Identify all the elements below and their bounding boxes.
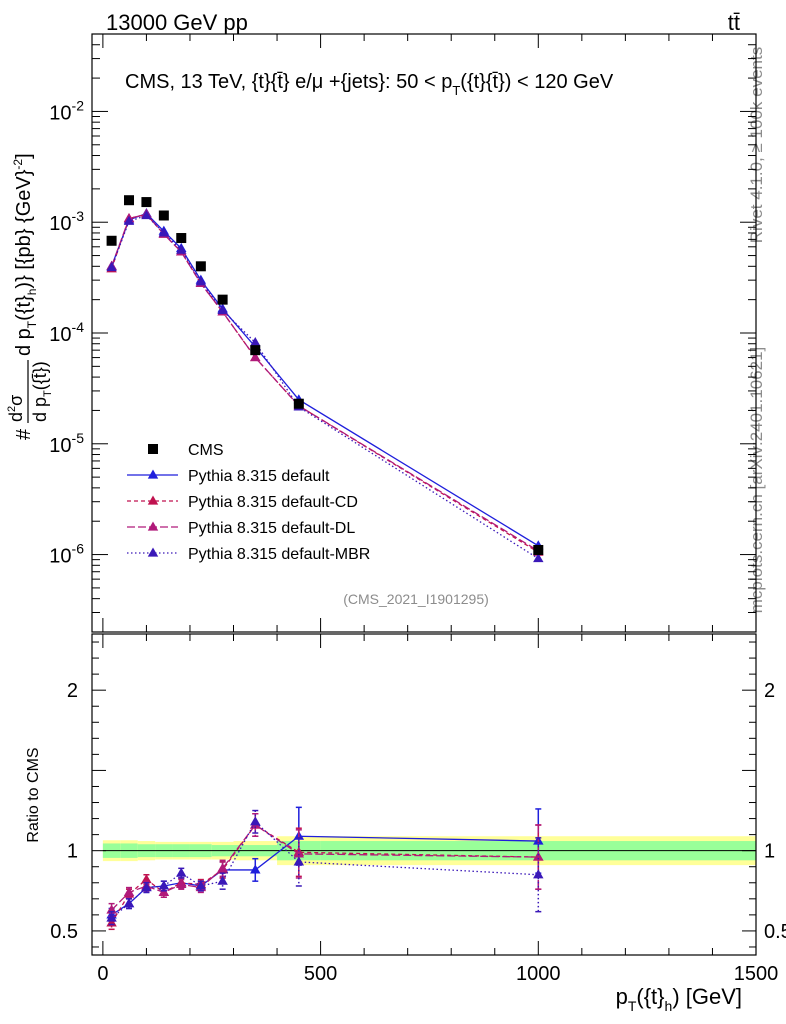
data-point	[106, 235, 117, 246]
series-marker-3	[158, 227, 170, 237]
legend-label-cms: CMS	[188, 442, 224, 459]
ratio-tick-label-left: 2	[67, 680, 78, 702]
ratio-tick-label-right: 1	[764, 841, 775, 863]
x-tick-label: 1000	[516, 963, 561, 985]
ratio-line-1	[111, 824, 539, 924]
ratio-marker-3	[106, 912, 117, 922]
ratio-series-layer	[106, 806, 544, 931]
series-marker-3	[141, 209, 152, 220]
legend-marker-2	[147, 521, 159, 531]
ratio-marker-3	[158, 880, 170, 890]
series-marker-3	[195, 276, 207, 286]
legend-marker-cms	[148, 444, 158, 454]
legend-marker-1	[147, 495, 159, 505]
legend-label-0: Pythia 8.315 default	[188, 468, 330, 485]
data-point	[217, 294, 228, 305]
ratio-line-2	[111, 824, 539, 911]
series-marker-3	[123, 215, 135, 225]
y-axis-label: # d2σ d pT({t̄}) d pT({t}h)} [{pb} {GeV}…	[6, 153, 54, 440]
ratio-marker-3	[217, 875, 228, 885]
series-marker-3	[217, 304, 228, 314]
ratio-marker-2	[123, 886, 135, 896]
x-axis-label: pT({t}h) [GeV]	[616, 984, 742, 1014]
header-left: 13000 GeV pp	[106, 10, 248, 35]
x-tick-label: 500	[304, 963, 337, 985]
series-line-2	[110, 213, 539, 552]
ratio-marker-2	[293, 848, 305, 858]
ratio-line-3	[111, 820, 539, 919]
main-plot-frame	[91, 33, 757, 633]
chart-title: CMS, 13 TeV, {t}{t̄} e/μ +{jets}: 50 < p…	[125, 71, 614, 98]
legend: CMS Pythia 8.315 default Pythia 8.315 defa…	[127, 442, 370, 563]
ratio-marker-3	[123, 898, 135, 908]
ratio-uncertainty-bands	[102, 836, 756, 866]
data-point	[250, 345, 261, 356]
ratio-marker-3	[176, 867, 187, 877]
ratio-line-0	[111, 835, 539, 916]
analysis-id: (CMS_2021_I1901295)	[343, 591, 489, 607]
y-tick-label: 10-6	[49, 541, 84, 568]
ratio-marker-2	[176, 878, 187, 888]
ratio-marker-3	[195, 880, 207, 890]
data-point	[158, 210, 169, 221]
data-point	[195, 261, 206, 272]
legend-label-2: Pythia 8.315 default-DL	[188, 520, 355, 537]
series-marker-3	[533, 553, 544, 563]
y-tick-label: 10-2	[49, 97, 84, 124]
y-tick-label: 10-3	[49, 208, 84, 235]
x-tick-label: 0	[97, 963, 108, 985]
y-tick-label: 10-5	[49, 430, 84, 457]
ratio-tick-label-right: 2	[764, 680, 775, 702]
ratio-marker-0	[250, 864, 261, 874]
svg-text:#: #	[13, 428, 35, 440]
data-point	[533, 544, 544, 555]
x-tick-label: 1500	[734, 963, 779, 985]
ratio-marker-3	[250, 816, 261, 826]
ratio-y-axis-label: Ratio to CMS	[25, 747, 42, 842]
series-marker-3	[250, 337, 261, 347]
data-point	[293, 398, 304, 409]
main-series-layer	[106, 195, 544, 563]
svg-text:d pT({t̄}): d pT({t̄})	[30, 361, 54, 422]
ratio-marker-3	[141, 882, 152, 892]
ratio-tick-label-left: 1	[67, 841, 78, 863]
svg-text:d2σ: d2σ	[6, 395, 26, 422]
svg-text:d pT({t}h)} [{pb} {GeV}-2]: d pT({t}h)} [{pb} {GeV}-2]	[11, 153, 39, 356]
ratio-marker-2	[217, 862, 228, 872]
ratio-marker-3	[293, 856, 305, 866]
series-marker-2	[250, 352, 261, 362]
ratio-plot-frame	[91, 633, 757, 956]
data-point	[124, 195, 135, 206]
header-right: tt̄	[728, 10, 740, 35]
legend-marker-0	[147, 469, 159, 479]
ratio-tick-label-right: 0.5	[764, 921, 786, 943]
legend-label-1: Pythia 8.315 default-CD	[188, 494, 358, 511]
ratio-marker-2	[533, 851, 544, 861]
data-point	[141, 197, 152, 208]
data-point	[176, 233, 187, 244]
ratio-marker-3	[533, 869, 544, 879]
y-tick-label: 10-4	[49, 319, 84, 346]
series-marker-3	[176, 244, 187, 254]
legend-marker-3	[147, 547, 159, 557]
legend-label-3: Pythia 8.315 default-MBR	[188, 546, 370, 563]
ratio-tick-label-left: 0.5	[50, 921, 78, 943]
series-marker-3	[106, 262, 117, 272]
